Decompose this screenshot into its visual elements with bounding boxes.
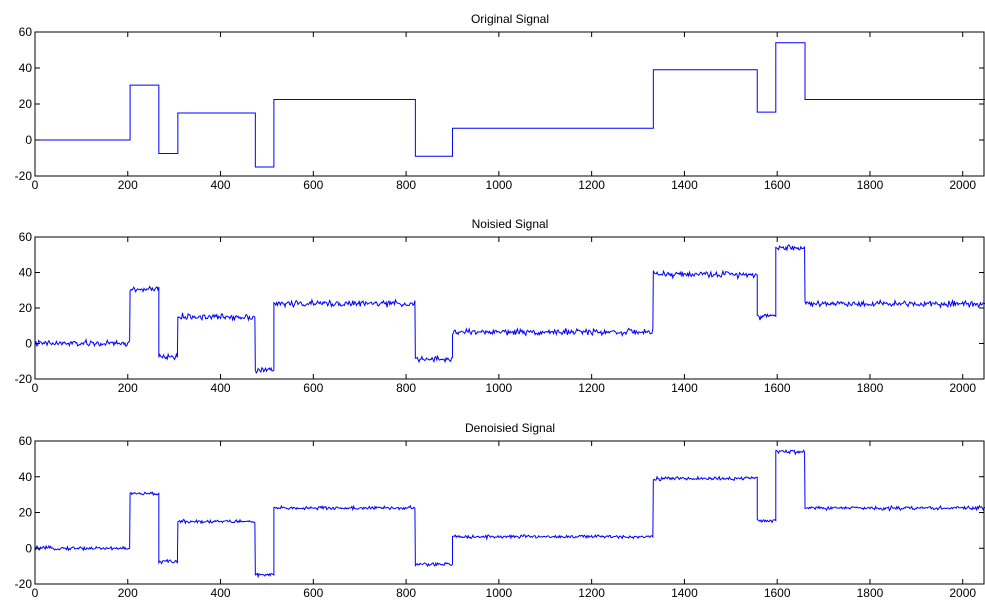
x-tick-label: 1800 <box>857 178 884 192</box>
x-tick-label: 400 <box>211 586 231 600</box>
x-tick-label: 800 <box>396 178 416 192</box>
x-tick-label: 600 <box>303 381 323 395</box>
x-tick-label: 800 <box>396 381 416 395</box>
x-tick-label: 1400 <box>671 586 698 600</box>
x-tick-label: 1000 <box>486 381 513 395</box>
x-tick-label: 1800 <box>857 381 884 395</box>
y-tick-label: 0 <box>25 133 32 147</box>
x-tick-label: 200 <box>118 381 138 395</box>
subplot-title: Original Signal <box>471 12 549 26</box>
axes-box <box>34 236 985 380</box>
y-tick-label: 40 <box>19 470 33 484</box>
x-tick-label: 200 <box>118 586 138 600</box>
x-tick-label: 1400 <box>671 178 698 192</box>
x-tick-label: 400 <box>211 178 231 192</box>
y-tick-label: 40 <box>19 266 33 280</box>
signal-line <box>34 244 985 374</box>
x-tick-label: 400 <box>211 381 231 395</box>
y-tick-label: -20 <box>15 372 33 386</box>
x-tick-label: 2000 <box>949 586 976 600</box>
subplot-title: Denoisied Signal <box>465 421 555 435</box>
x-tick-label: 1200 <box>578 381 605 395</box>
y-tick-label: 20 <box>19 97 33 111</box>
x-tick-label: 0 <box>32 381 39 395</box>
y-tick-label: 60 <box>19 230 33 244</box>
x-tick-label: 1600 <box>764 586 791 600</box>
y-tick-label: 60 <box>19 434 33 448</box>
axes-box <box>34 31 985 177</box>
x-tick-label: 800 <box>396 586 416 600</box>
x-tick-label: 2000 <box>949 178 976 192</box>
x-tick-label: 1600 <box>764 178 791 192</box>
subplot-title: Noisied Signal <box>472 217 549 231</box>
x-tick-label: 600 <box>303 586 323 600</box>
y-tick-label: -20 <box>15 169 33 183</box>
y-tick-label: 0 <box>25 541 32 555</box>
y-tick-label: 0 <box>25 337 32 351</box>
x-tick-label: 0 <box>32 586 39 600</box>
signal-line <box>34 449 985 579</box>
x-tick-label: 1000 <box>486 178 513 192</box>
y-tick-label: 20 <box>19 301 33 315</box>
x-tick-label: 200 <box>118 178 138 192</box>
y-tick-label: 60 <box>19 25 33 39</box>
x-tick-label: 1200 <box>578 586 605 600</box>
y-tick-label: 20 <box>19 506 33 520</box>
signal-line <box>35 42 985 168</box>
x-tick-label: 1000 <box>486 586 513 600</box>
y-tick-label: -20 <box>15 577 33 591</box>
x-tick-label: 1600 <box>764 381 791 395</box>
y-tick-label: 40 <box>19 61 33 75</box>
x-tick-label: 1400 <box>671 381 698 395</box>
x-tick-label: 0 <box>32 178 39 192</box>
x-tick-label: 1200 <box>578 178 605 192</box>
x-tick-label: 1800 <box>857 586 884 600</box>
x-tick-label: 600 <box>303 178 323 192</box>
x-tick-label: 2000 <box>949 381 976 395</box>
